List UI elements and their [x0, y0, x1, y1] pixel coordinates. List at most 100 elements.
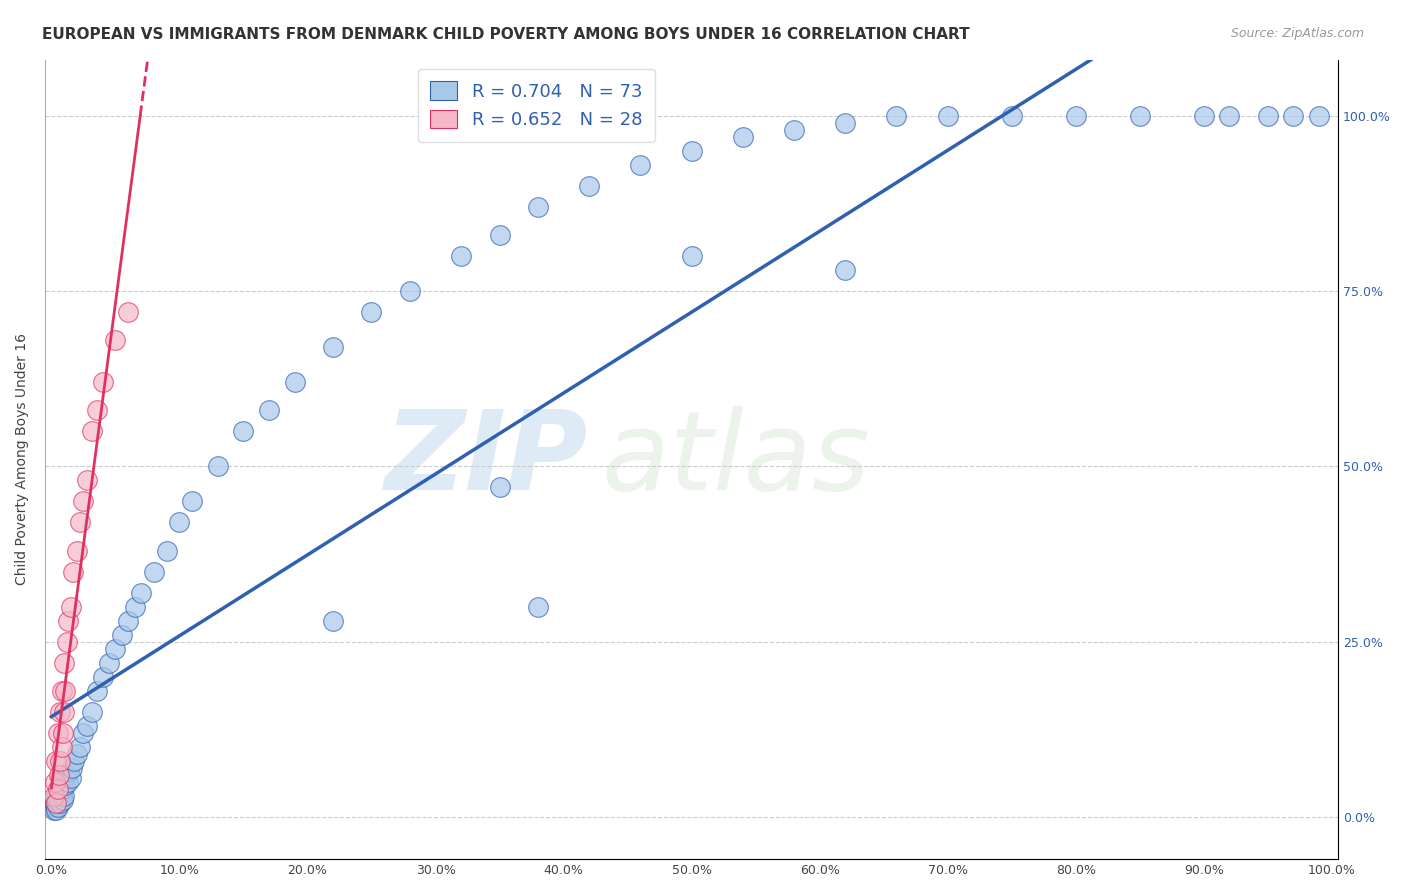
Point [156, 543, 179, 558]
Point [1218, 109, 1240, 123]
Point [51, 789, 73, 803]
Point [56, 775, 79, 789]
Point [56, 614, 79, 628]
Point [322, 614, 344, 628]
Point [49, 796, 72, 810]
Point [527, 599, 550, 614]
Point [1308, 109, 1330, 123]
Point [104, 333, 127, 347]
Point [488, 227, 510, 242]
Point [124, 599, 146, 614]
Point [55, 634, 77, 648]
Point [53, 705, 76, 719]
Point [55, 768, 77, 782]
Point [45, 754, 67, 768]
Point [117, 614, 139, 628]
Point [82, 425, 104, 439]
Point [886, 109, 908, 123]
Point [169, 516, 191, 530]
Point [117, 305, 139, 319]
Point [59, 772, 82, 786]
Point [52, 792, 75, 806]
Point [76, 474, 98, 488]
Point [42, 803, 65, 817]
Point [257, 403, 280, 417]
Point [783, 122, 806, 136]
Point [51, 683, 73, 698]
Point [53, 772, 76, 786]
Point [51, 739, 73, 754]
Point [45, 803, 67, 817]
Point [66, 543, 89, 558]
Point [284, 375, 307, 389]
Point [207, 459, 229, 474]
Point [72, 726, 94, 740]
Point [59, 599, 82, 614]
Point [46, 782, 69, 797]
Point [1282, 109, 1305, 123]
Point [58, 764, 80, 779]
Point [731, 129, 754, 144]
Point [181, 494, 204, 508]
Point [834, 116, 856, 130]
Point [48, 785, 70, 799]
Point [66, 747, 89, 761]
Point [46, 726, 69, 740]
Point [49, 705, 72, 719]
Point [69, 516, 91, 530]
Point [1257, 109, 1279, 123]
Point [129, 585, 152, 599]
Point [52, 782, 75, 797]
Point [46, 796, 69, 810]
Text: atlas: atlas [602, 406, 870, 513]
Point [322, 340, 344, 354]
Point [1001, 109, 1024, 123]
Point [399, 284, 422, 298]
Point [527, 200, 550, 214]
Text: ZIP: ZIP [385, 406, 588, 513]
Point [69, 739, 91, 754]
Point [681, 144, 703, 158]
Point [1192, 109, 1215, 123]
Point [834, 263, 856, 277]
Legend: R = 0.704   N = 73, R = 0.652   N = 28: R = 0.704 N = 73, R = 0.652 N = 28 [418, 69, 655, 142]
Point [60, 761, 83, 775]
Point [46, 792, 69, 806]
Point [111, 628, 134, 642]
Point [55, 779, 77, 793]
Point [44, 796, 66, 810]
Point [450, 249, 472, 263]
Text: Source: ZipAtlas.com: Source: ZipAtlas.com [1230, 27, 1364, 40]
Point [681, 249, 703, 263]
Point [98, 656, 121, 670]
Point [53, 656, 76, 670]
Point [62, 565, 84, 579]
Point [72, 494, 94, 508]
Point [44, 775, 66, 789]
Point [52, 726, 75, 740]
Point [63, 754, 86, 768]
Point [360, 305, 382, 319]
Point [936, 109, 959, 123]
Text: EUROPEAN VS IMMIGRANTS FROM DENMARK CHILD POVERTY AMONG BOYS UNDER 16 CORRELATIO: EUROPEAN VS IMMIGRANTS FROM DENMARK CHIL… [42, 27, 970, 42]
Point [46, 799, 69, 814]
Point [42, 789, 65, 803]
Point [91, 670, 114, 684]
Point [488, 480, 510, 494]
Point [1064, 109, 1087, 123]
Point [578, 178, 600, 193]
Point [49, 782, 72, 797]
Point [76, 719, 98, 733]
Point [45, 789, 67, 803]
Point [48, 789, 70, 803]
Point [91, 375, 114, 389]
Point [44, 799, 66, 814]
Point [104, 641, 127, 656]
Point [86, 683, 108, 698]
Point [232, 425, 254, 439]
Point [55, 683, 77, 698]
Point [82, 705, 104, 719]
Point [45, 796, 67, 810]
Point [1129, 109, 1152, 123]
Point [49, 754, 72, 768]
